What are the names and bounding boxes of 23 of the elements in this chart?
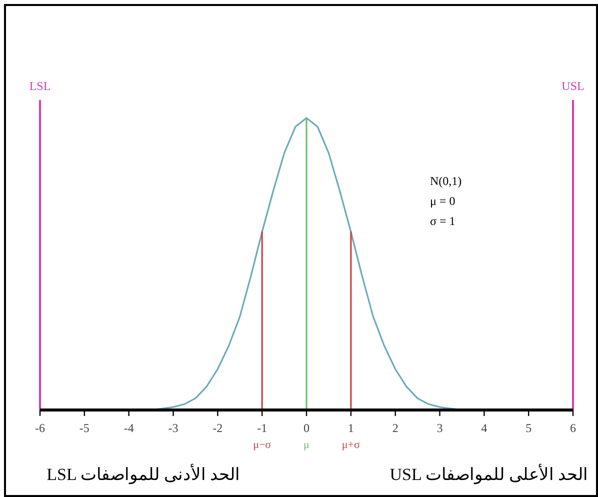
- x-tick-label: 3: [436, 421, 443, 435]
- text: USL الحد الأعلى للمواصفات: [390, 464, 588, 485]
- x-tick-label: -3: [168, 421, 178, 435]
- text: μ+σ: [342, 439, 360, 451]
- ref-line-label: LSL: [29, 79, 51, 93]
- annotation: σ = 1: [430, 214, 456, 228]
- x-tick-label: -1: [257, 421, 268, 435]
- x-tick-label: 6: [570, 421, 576, 435]
- x-tick-label: -5: [79, 421, 90, 435]
- text: μ−σ: [253, 439, 272, 451]
- x-tick-label: 5: [526, 421, 532, 435]
- text: LSL الحد الأدنى للمواصفات: [46, 464, 240, 485]
- annotation: N(0,1): [430, 174, 462, 188]
- annotation: μ = 0: [430, 194, 456, 208]
- x-tick-label: 0: [304, 421, 310, 435]
- x-tick-label: 4: [481, 421, 488, 435]
- x-tick-label: 1: [348, 421, 354, 435]
- x-tick-label: -2: [212, 421, 223, 435]
- text: μ: [304, 439, 310, 451]
- ref-line-label: USL: [562, 79, 584, 93]
- x-tick-label: -6: [35, 421, 45, 435]
- x-tick-label: 2: [392, 421, 398, 435]
- x-tick-label: -4: [124, 421, 134, 435]
